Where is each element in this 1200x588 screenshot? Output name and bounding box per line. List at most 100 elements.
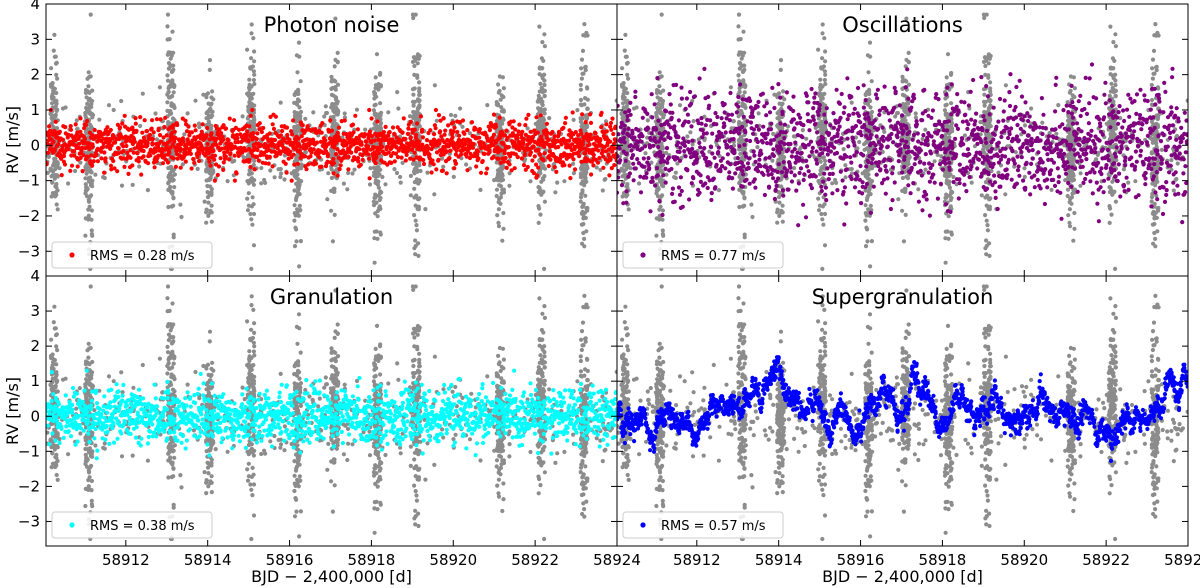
data-point [503,155,508,161]
data-point [80,169,85,174]
data-point [477,127,482,132]
background-point [818,159,823,164]
data-point [335,147,340,152]
background-point [775,207,780,212]
background-point [52,176,57,181]
background-point [580,204,585,209]
data-point [61,137,66,142]
data-point [447,156,452,161]
data-point [554,169,559,174]
data-point [247,124,252,129]
data-point [365,144,371,149]
data-point [437,141,442,146]
data-point [336,125,342,130]
data-point [297,144,302,149]
data-point [130,125,135,130]
data-point [342,118,347,123]
data-point [47,124,52,129]
data-point [90,144,95,149]
background-point [540,66,545,71]
background-point [376,87,381,92]
background-point [90,178,95,183]
background-point [368,166,373,171]
background-point [52,156,57,161]
data-point [302,154,308,159]
background-point [415,181,420,186]
background-point [298,79,303,84]
background-point [863,92,868,98]
data-point [538,152,543,157]
data-point [208,163,213,168]
data-point [261,125,266,131]
background-point [202,199,207,204]
data-point [525,164,530,170]
background-point [822,243,828,248]
background-point [507,183,512,188]
data-point [491,154,496,160]
data-point [128,148,133,153]
background-point [582,183,587,188]
data-point [504,128,509,133]
background-point [736,73,741,78]
data-point [173,135,178,141]
background-point [297,203,302,208]
background-point [458,106,463,111]
background-point [209,95,214,100]
background-point [417,53,422,59]
data-point [424,138,430,143]
data-point [309,150,314,155]
background-point [412,213,417,218]
data-point [613,124,617,129]
data-point [364,139,369,144]
background-point [400,160,405,165]
data-point [180,136,185,141]
background-point [494,193,499,199]
background-point [201,92,206,97]
background-point [571,171,577,176]
data-point [246,139,251,144]
background-point [820,217,825,222]
data-point [138,115,143,120]
background-point [350,171,355,176]
data-point [269,149,274,154]
data-point [439,134,444,139]
background-point [172,172,177,177]
background-point [500,108,505,113]
data-point [403,136,408,142]
data-point [609,127,614,132]
data-point [359,142,364,147]
background-point [742,50,747,55]
background-point [180,162,185,167]
background-point [541,115,546,121]
data-point [395,155,401,160]
background-point [501,86,506,91]
data-point [130,163,135,168]
background-point [329,153,334,158]
background-point [165,52,170,57]
background-point [906,50,911,56]
data-point [507,162,512,167]
background-point [865,175,870,180]
data-point [133,121,138,126]
background-point [249,22,254,27]
background-point [335,60,340,65]
background-point [88,74,93,79]
data-point [284,170,289,175]
data-point [347,140,352,145]
background-point [415,206,420,211]
background-point [329,79,334,84]
data-point [587,142,592,147]
background-point [741,69,746,74]
background-point [363,127,368,132]
background-point [501,94,506,100]
background-point [656,101,661,106]
background-point [89,101,94,107]
background-point [247,77,252,82]
background-point [294,156,299,162]
background-point [415,168,420,173]
data-point [323,138,328,143]
data-point [78,155,83,160]
data-point [72,149,77,154]
background-point [661,88,666,93]
background-point [869,79,874,84]
